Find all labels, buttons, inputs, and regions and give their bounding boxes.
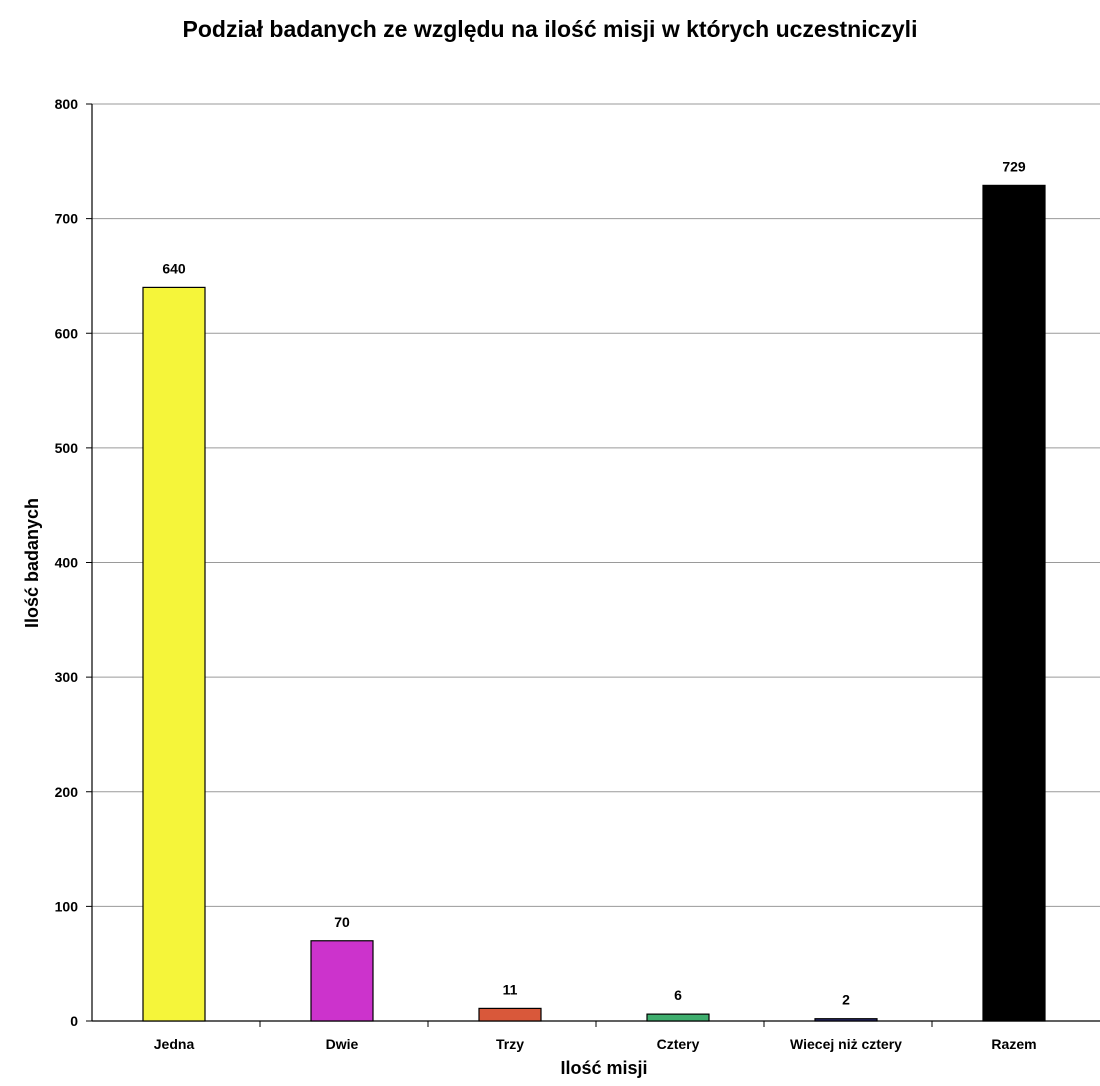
data-label: 11 — [503, 981, 518, 997]
y-tick-label: 700 — [55, 211, 79, 227]
bar-cztery — [646, 1013, 710, 1022]
x-tick-labels: Jedna Dwie Trzy Cztery Wiecej niż cztery Raze… — [154, 1021, 1037, 1052]
y-tick-labels: 0 100 200 300 400 500 600 700 800 — [55, 96, 92, 1029]
y-tick-label: 300 — [55, 669, 79, 685]
x-tick-label: Trzy — [496, 1036, 524, 1052]
bar-jedna — [142, 286, 206, 1022]
data-label: 6 — [674, 987, 682, 1003]
bar-dwie — [310, 940, 374, 1022]
bar-razem — [982, 184, 1046, 1022]
data-label: 640 — [162, 260, 186, 276]
y-tick-label: 200 — [55, 784, 79, 800]
y-tick-label: 100 — [55, 898, 79, 914]
y-axis-title: Ilość badanych — [22, 498, 42, 628]
y-tick-label: 400 — [55, 555, 79, 571]
y-tick-label: 0 — [70, 1013, 78, 1029]
x-tick-label: Dwie — [326, 1036, 359, 1052]
y-tick-label: 800 — [55, 96, 79, 112]
x-tick-label: Wiecej niż cztery — [790, 1036, 902, 1052]
bar-wiecej-ni-cztery — [814, 1018, 878, 1022]
y-tick-label: 600 — [55, 325, 79, 341]
x-tick-label: Jedna — [154, 1036, 195, 1052]
x-axis-title: Ilość misji — [560, 1058, 647, 1078]
x-tick-label: Razem — [991, 1036, 1036, 1052]
bars: 640 70 11 6 2 729 — [142, 158, 1046, 1022]
gridlines — [92, 103, 1100, 907]
y-tick-label: 500 — [55, 440, 79, 456]
x-tick-label: Cztery — [657, 1036, 700, 1052]
data-label: 729 — [1002, 158, 1026, 174]
data-label: 70 — [334, 914, 350, 930]
bar-trzy — [478, 1007, 542, 1022]
chart-title: Podział badanych ze względu na ilość mis… — [182, 16, 918, 42]
data-label: 2 — [842, 992, 850, 1008]
